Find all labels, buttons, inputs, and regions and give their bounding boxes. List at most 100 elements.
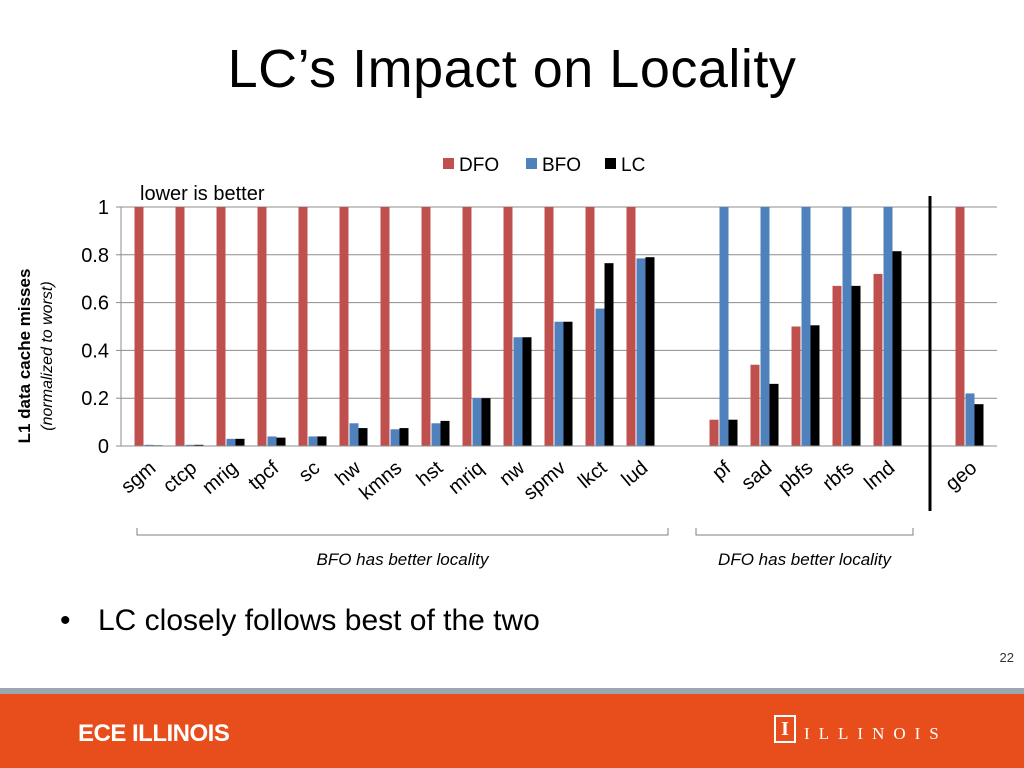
bar-dfo-geo bbox=[955, 207, 965, 446]
bar-dfo-nw bbox=[503, 207, 513, 446]
bar-bfo-sad bbox=[760, 207, 770, 446]
bar-dfo-hw bbox=[339, 207, 349, 446]
bar-dfo-lmd bbox=[873, 273, 883, 446]
group-bracket bbox=[695, 528, 914, 536]
bar-bfo-ctcp bbox=[185, 444, 195, 446]
legend-label-lc: LC bbox=[621, 155, 645, 176]
slide-title: LC’s Impact on Locality bbox=[227, 39, 797, 99]
bar-bfo-nw bbox=[513, 337, 523, 446]
group-label: BFO has better locality bbox=[317, 550, 490, 569]
x-category-label: mriq bbox=[444, 457, 488, 499]
legend-swatch-bfo bbox=[526, 158, 537, 169]
y-tick-label: 0.4 bbox=[81, 340, 109, 362]
bar-bfo-mrig bbox=[226, 438, 236, 446]
x-category-label: hst bbox=[413, 457, 448, 491]
bar-lc-tpcf bbox=[276, 437, 286, 446]
bar-lc-pf bbox=[728, 419, 738, 446]
y-tick-label: 0.2 bbox=[81, 388, 109, 410]
bar-dfo-ctcp bbox=[175, 207, 185, 446]
bar-bfo-lud bbox=[636, 258, 646, 446]
bar-lc-hw bbox=[358, 428, 368, 446]
bar-dfo-pbfs bbox=[791, 326, 801, 446]
bar-dfo-tpcf bbox=[257, 207, 267, 446]
bar-lc-sc bbox=[317, 436, 327, 446]
x-category-label: ctcp bbox=[159, 457, 201, 497]
bar-dfo-rbfs bbox=[832, 285, 842, 446]
group-label: DFO has better locality bbox=[718, 550, 892, 569]
footer-bar: ECE ILLINOIS I ILLINOIS bbox=[0, 694, 1024, 768]
x-category-label: sc bbox=[295, 457, 324, 487]
bar-lc-geo bbox=[974, 404, 984, 446]
bar-bfo-spmv bbox=[554, 321, 564, 446]
bullet-symbol: • bbox=[60, 604, 71, 637]
bar-bfo-hw bbox=[349, 423, 359, 446]
bar-lc-hst bbox=[440, 420, 450, 446]
y-tick-label: 1 bbox=[98, 197, 109, 219]
x-category-label: kmns bbox=[355, 457, 406, 505]
bar-bfo-rbfs bbox=[842, 207, 852, 446]
x-category-label: spmv bbox=[519, 457, 570, 505]
bar-bfo-mriq bbox=[472, 398, 482, 446]
bar-dfo-sgm bbox=[134, 207, 144, 446]
bar-dfo-spmv bbox=[544, 207, 554, 446]
x-category-label: sgm bbox=[117, 457, 160, 498]
y-tick-label: 0 bbox=[98, 436, 109, 458]
footer-ece-illinois: ECE ILLINOIS bbox=[78, 720, 230, 747]
x-category-label: lkct bbox=[574, 457, 611, 493]
bar-lc-mriq bbox=[481, 398, 491, 446]
bar-lc-lud bbox=[645, 257, 655, 446]
x-category-label: sad bbox=[737, 457, 776, 495]
x-category-label: pf bbox=[708, 457, 735, 485]
chart-bars bbox=[134, 207, 984, 446]
x-category-label: lud bbox=[618, 457, 653, 491]
bar-bfo-lkct bbox=[595, 308, 605, 446]
chart-axes bbox=[116, 206, 997, 447]
y-tick-label: 0.8 bbox=[81, 245, 109, 267]
bullet-point: • LC closely follows best of the two bbox=[60, 604, 540, 638]
bar-bfo-tpcf bbox=[267, 436, 277, 446]
bar-dfo-mrig bbox=[216, 207, 226, 446]
chart-group-brackets: BFO has better locality DFO has better lo… bbox=[136, 528, 914, 569]
x-category-label: pbfs bbox=[774, 457, 817, 498]
x-category-label: mrig bbox=[198, 457, 242, 499]
x-category-label: rbfs bbox=[819, 457, 859, 495]
bar-lc-lkct bbox=[604, 263, 614, 446]
bar-lc-ctcp bbox=[194, 444, 204, 446]
x-category-label: lmd bbox=[860, 457, 899, 495]
chart-tick-labels: 0 0.2 0.4 0.6 0.8 1 bbox=[81, 197, 109, 458]
y-axis-subtitle: (normalized to worst) bbox=[39, 281, 56, 430]
x-category-label: tpcf bbox=[244, 457, 283, 495]
bar-lc-sad bbox=[769, 383, 779, 446]
footer-illinois-wordmark: ILLINOIS bbox=[804, 724, 948, 743]
footer-divider bbox=[0, 688, 1024, 694]
bar-lc-lmd bbox=[892, 251, 902, 446]
bar-dfo-mriq bbox=[462, 207, 472, 446]
bar-bfo-lmd bbox=[883, 207, 893, 446]
legend-label-bfo: BFO bbox=[542, 155, 581, 176]
legend-swatch-lc bbox=[605, 158, 616, 169]
bar-bfo-sc bbox=[308, 436, 318, 446]
bar-bfo-hst bbox=[431, 423, 441, 446]
bar-bfo-geo bbox=[965, 393, 975, 446]
bar-bfo-sgm bbox=[144, 444, 154, 446]
bar-lc-spmv bbox=[563, 321, 573, 446]
bar-bfo-pf bbox=[719, 207, 729, 446]
bullet-text: LC closely follows best of the two bbox=[98, 604, 540, 637]
y-axis-title: L1 data cache misses bbox=[15, 269, 34, 444]
y-tick-label: 0.6 bbox=[81, 293, 109, 315]
x-category-label: geo bbox=[942, 457, 982, 495]
illinois-logo-icon: I bbox=[774, 715, 796, 743]
bar-lc-kmns bbox=[399, 428, 409, 446]
bar-lc-rbfs bbox=[851, 285, 861, 446]
bar-lc-pbfs bbox=[810, 325, 820, 446]
bar-dfo-kmns bbox=[380, 207, 390, 446]
bar-dfo-hst bbox=[421, 207, 431, 446]
bar-bfo-pbfs bbox=[801, 207, 811, 446]
bar-dfo-pf bbox=[709, 419, 719, 446]
bar-lc-nw bbox=[522, 337, 532, 446]
legend-swatch-dfo bbox=[443, 158, 454, 169]
bar-dfo-lud bbox=[626, 207, 636, 446]
page-number: 22 bbox=[999, 650, 1014, 665]
